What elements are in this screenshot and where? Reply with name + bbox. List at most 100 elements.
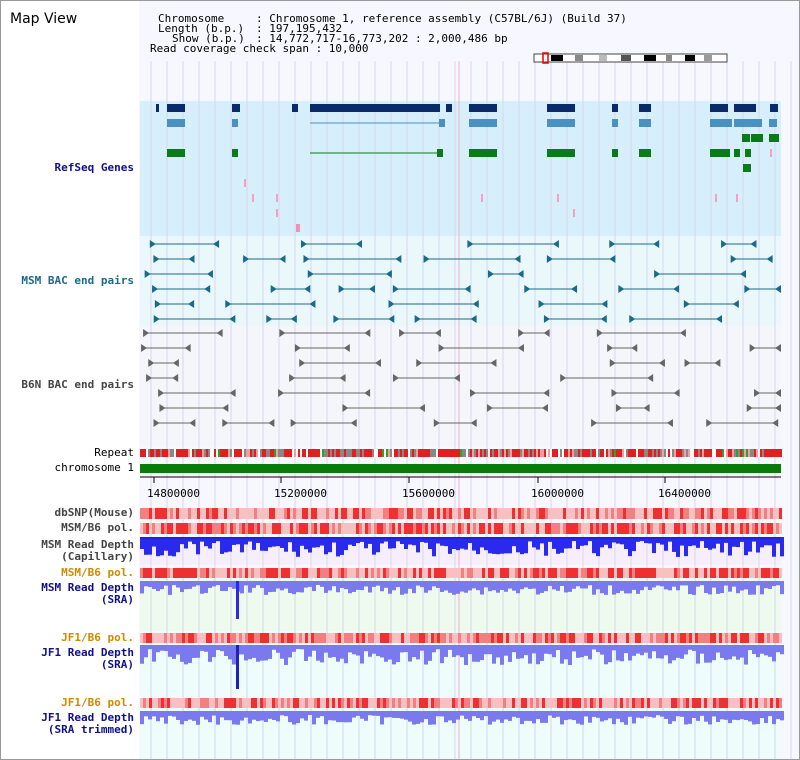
bac-end — [470, 389, 477, 397]
heat-mark — [365, 633, 368, 643]
repeat-mark — [220, 449, 222, 457]
depth-bar — [324, 537, 328, 555]
heat-mark — [770, 508, 773, 519]
msm-read-depth-capillary-label-2[interactable]: (Capillary) — [61, 550, 134, 563]
repeat-mark — [456, 449, 458, 457]
jf1-read-depth-sra-label-2[interactable]: (SRA) — [100, 658, 134, 671]
heat-mark — [392, 523, 395, 534]
heat-mark — [542, 508, 545, 519]
heat-mark — [140, 698, 143, 708]
b6n-bac-end-pairs-label[interactable]: B6N BAC end pairs — [21, 378, 134, 391]
depth-bar — [460, 711, 464, 716]
bac-end — [290, 419, 297, 427]
repeat-mark — [524, 449, 526, 457]
bac-end — [368, 285, 375, 293]
heat-mark — [152, 698, 155, 708]
jf1-read-depth-trimmed-label-2[interactable]: (SRA trimmed) — [47, 723, 134, 736]
axis-tick-label: 15600000 — [402, 487, 455, 500]
heat-mark — [725, 508, 728, 519]
depth-bar — [704, 645, 708, 663]
depth-bar — [544, 645, 548, 654]
depth-bar — [716, 645, 720, 653]
heat-mark — [770, 523, 773, 534]
axis-tick-label: 16400000 — [658, 487, 711, 500]
msm-read-depth-capillary-label-1[interactable]: MSM Read Depth — [41, 538, 134, 551]
gene-exon — [547, 149, 575, 157]
repeat-mark — [494, 449, 496, 457]
heat-mark — [677, 508, 680, 519]
gene-exon — [639, 104, 651, 112]
heat-mark — [371, 633, 374, 643]
repeat-mark — [338, 449, 340, 457]
heat-mark — [215, 523, 218, 534]
bac-end — [395, 255, 402, 263]
heat-mark — [587, 508, 590, 519]
depth-bar — [504, 711, 508, 720]
repeat-mark — [642, 449, 644, 457]
heat-mark — [743, 568, 746, 578]
heat-mark — [476, 508, 479, 519]
heat-mark — [359, 523, 362, 534]
repeat-mark — [550, 449, 552, 457]
heat-mark — [509, 508, 512, 519]
repeat-mark — [686, 449, 688, 457]
depth-bar — [560, 581, 564, 586]
repeat-mark — [534, 449, 536, 457]
msm-b6-pol-label[interactable]: MSM/B6 pol. — [61, 521, 134, 534]
repeat-mark — [162, 449, 164, 457]
ideogram-band — [666, 55, 672, 61]
repeat-mark — [366, 449, 368, 457]
heat-mark — [443, 508, 446, 519]
msm-bac-end-pairs-label[interactable]: MSM BAC end pairs — [21, 274, 134, 287]
msm-read-depth-sra-label-1[interactable]: MSM Read Depth — [41, 581, 134, 594]
depth-bar — [468, 711, 472, 721]
depth-bar — [248, 581, 252, 593]
depth-bar — [772, 645, 776, 662]
heat-mark — [467, 523, 470, 534]
heat-mark — [563, 523, 566, 534]
heat-mark — [629, 568, 632, 578]
jf1-b6-pol-label-2[interactable]: JF1/B6 pol. — [61, 696, 134, 709]
depth-bar — [216, 711, 220, 725]
heat-mark — [770, 698, 773, 708]
heat-mark — [686, 568, 689, 578]
heat-mark — [527, 633, 530, 643]
depth-bar — [184, 537, 188, 549]
bac-end — [775, 285, 781, 293]
heat-mark — [197, 523, 200, 534]
msm-read-depth-sra-label-2[interactable]: (SRA) — [100, 593, 134, 606]
bac-end — [524, 285, 531, 293]
heat-mark — [473, 508, 476, 519]
heat-mark — [611, 698, 614, 708]
depth-bar — [728, 645, 732, 660]
heat-mark — [191, 568, 194, 578]
heat-mark — [533, 633, 536, 643]
refseq-genes-label[interactable]: RefSeq Genes — [54, 161, 134, 174]
heat-mark — [356, 523, 359, 534]
heat-mark — [176, 508, 179, 519]
depth-bar — [764, 645, 768, 656]
heat-mark — [308, 523, 311, 534]
heat-mark — [368, 523, 371, 534]
heat-mark — [407, 523, 410, 534]
depth-bar — [724, 711, 728, 720]
heat-mark — [701, 568, 704, 578]
heat-mark — [701, 523, 704, 534]
depth-bar — [288, 711, 292, 723]
bac-end — [290, 315, 297, 323]
jf1-b6-pol-label[interactable]: JF1/B6 pol. — [61, 631, 134, 644]
heat-mark — [401, 633, 404, 643]
repeat-mark — [522, 449, 524, 457]
heat-mark — [752, 698, 755, 708]
jf1-read-depth-sra-label-1[interactable]: JF1 Read Depth — [41, 646, 134, 659]
heat-mark — [278, 568, 281, 578]
jf1-read-depth-trimmed-label-1[interactable]: JF1 Read Depth — [41, 711, 134, 724]
depth-bar — [772, 711, 776, 725]
dbsnp-label[interactable]: dbSNP(Mouse) — [54, 506, 134, 519]
heat-mark — [599, 633, 602, 643]
depth-bar — [476, 645, 480, 662]
heat-mark — [152, 523, 155, 534]
depth-bar — [592, 645, 596, 650]
msm-b6-pol-label-2[interactable]: MSM/B6 pol. — [61, 566, 134, 579]
